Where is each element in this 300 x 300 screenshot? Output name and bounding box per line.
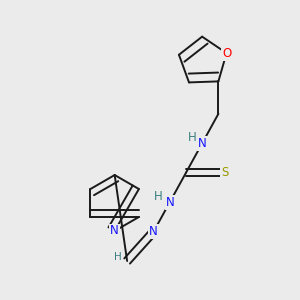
Text: S: S — [221, 166, 229, 179]
Text: O: O — [222, 46, 231, 60]
Text: H: H — [188, 131, 196, 144]
Text: N: N — [110, 224, 119, 238]
Text: H: H — [114, 253, 122, 262]
Text: N: N — [198, 137, 207, 150]
Text: H: H — [154, 190, 163, 203]
Text: N: N — [166, 196, 174, 208]
Text: N: N — [149, 225, 158, 238]
